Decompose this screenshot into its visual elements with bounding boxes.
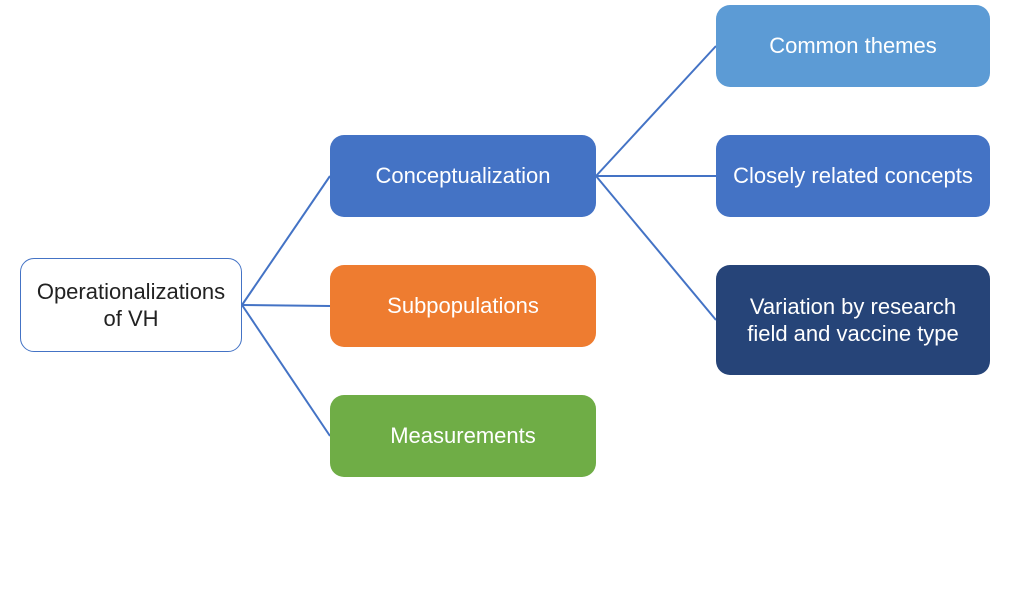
connector-line xyxy=(242,305,330,436)
node-conceptualization: Conceptualization xyxy=(330,135,596,217)
node-measurements: Measurements xyxy=(330,395,596,477)
connector-line xyxy=(596,176,716,320)
node-common-themes: Common themes xyxy=(716,5,990,87)
node-subpopulations: Subpopulations xyxy=(330,265,596,347)
connector-line xyxy=(242,176,330,305)
node-related-concepts-label: Closely related concepts xyxy=(733,162,973,190)
node-variation: Variation by research field and vaccine … xyxy=(716,265,990,375)
node-variation-label: Variation by research field and vaccine … xyxy=(730,293,976,348)
node-related-concepts: Closely related concepts xyxy=(716,135,990,217)
node-root-label: Operationalizations of VH xyxy=(35,278,227,333)
node-conceptualization-label: Conceptualization xyxy=(376,162,551,190)
node-subpopulations-label: Subpopulations xyxy=(387,292,539,320)
node-root: Operationalizations of VH xyxy=(20,258,242,352)
connector-line xyxy=(242,305,330,306)
node-measurements-label: Measurements xyxy=(390,422,536,450)
node-common-themes-label: Common themes xyxy=(769,32,937,60)
connector-line xyxy=(596,46,716,176)
